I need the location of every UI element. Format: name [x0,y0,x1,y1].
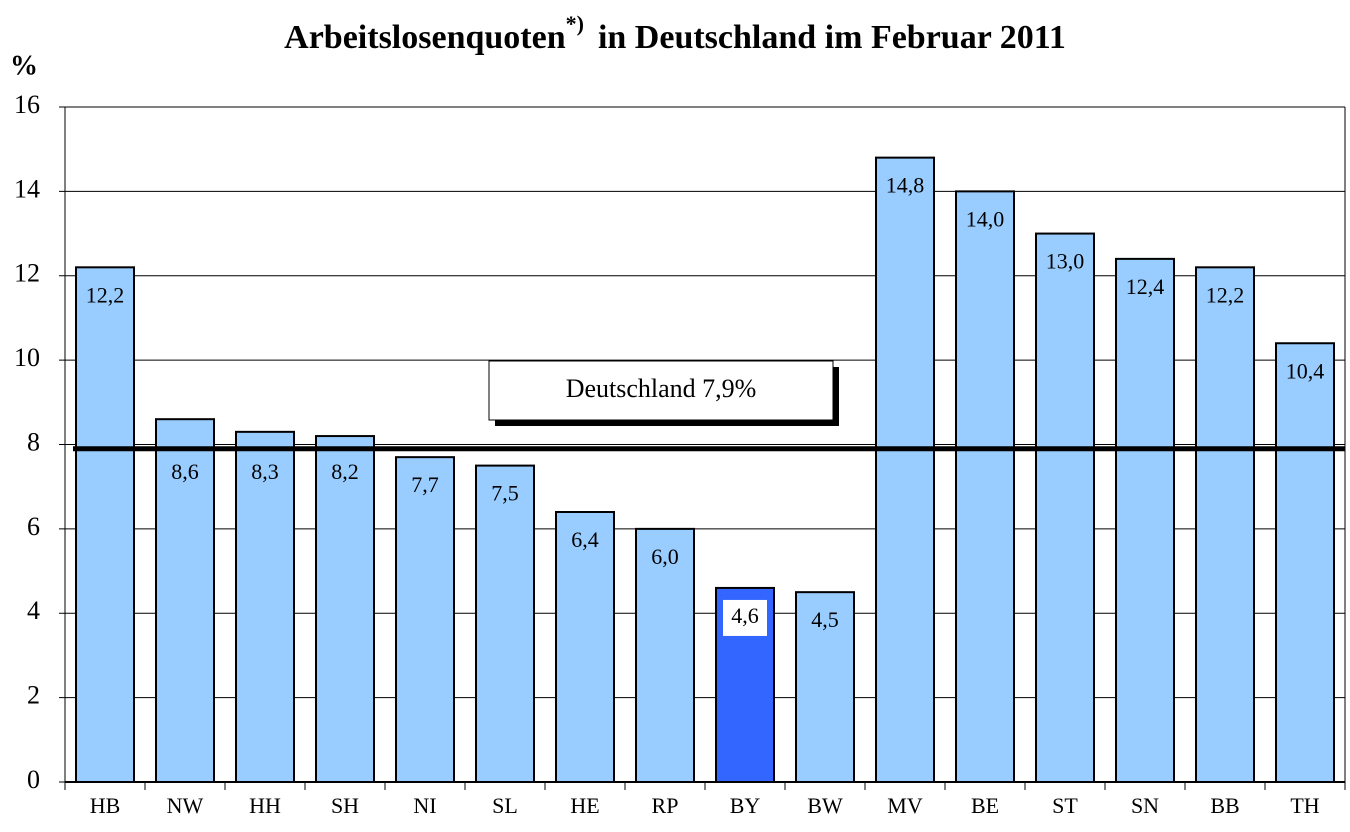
x-tick-label: NW [167,793,204,818]
y-axis-label: % [10,50,38,81]
bar [235,430,295,783]
y-tick-label: 8 [27,427,40,456]
x-tick-label: HB [90,793,121,818]
x-tick-label: BY [730,793,761,818]
bar [315,435,375,783]
x-tick-label: TH [1290,793,1319,818]
value-label: 7,5 [491,481,519,506]
x-tick-label: BE [971,793,999,818]
chart-title: Arbeitslosenquoten*) in Deutschland im Fe… [284,11,1066,56]
value-label: 8,3 [251,459,279,484]
x-tick-label: NI [413,793,436,818]
value-label: 4,5 [811,607,839,632]
bar [155,418,215,783]
x-tick-label: HH [249,793,281,818]
bar [395,456,455,783]
value-label: 7,7 [411,472,439,497]
x-tick-label: HE [570,793,599,818]
y-tick-label: 10 [14,343,40,372]
y-tick-label: 2 [27,681,40,710]
value-label: 14,8 [886,173,925,198]
title-rest: in Deutschland im Februar 2011 [598,19,1066,56]
value-label: 10,4 [1286,358,1325,383]
y-tick-label: 0 [27,765,40,794]
y-tick-label: 12 [14,259,40,288]
bar [875,156,935,783]
value-label: 6,4 [571,527,599,552]
bar [75,266,135,783]
value-label: 8,2 [331,459,359,484]
reference-box [488,360,834,421]
y-tick-label: 6 [27,512,40,541]
reference-label: Deutschland 7,9% [566,374,757,403]
bar [1115,257,1175,783]
value-label: 13,0 [1046,249,1085,274]
x-tick-label: SH [331,793,359,818]
bar [955,190,1015,783]
x-tick-label: SL [492,793,518,818]
value-label-box [723,599,767,636]
x-tick-label: MV [887,793,923,818]
title-main: Arbeitslosenquoten [284,19,566,56]
x-tick-label: BW [807,793,843,818]
y-tick-label: 16 [14,90,40,119]
value-label: 12,2 [86,282,125,307]
value-label: 4,6 [731,603,759,628]
value-label: 12,2 [1206,282,1245,307]
y-tick-label: 14 [14,174,40,203]
value-label: 12,4 [1126,274,1165,299]
x-tick-label: ST [1052,793,1078,818]
bar [1275,342,1335,783]
value-label: 14,0 [966,206,1005,231]
bar [795,591,855,783]
bar [555,511,615,783]
x-tick-label: RP [652,793,679,818]
x-tick-label: BB [1210,793,1239,818]
y-tick-label: 4 [27,596,40,625]
bar [475,464,535,783]
bar [635,527,695,783]
bar [1035,232,1095,783]
bar [1195,266,1255,783]
value-label: 6,0 [651,544,679,569]
value-label: 8,6 [171,459,199,484]
x-tick-label: SN [1131,793,1159,818]
title-footnote-mark: *) [566,11,584,36]
